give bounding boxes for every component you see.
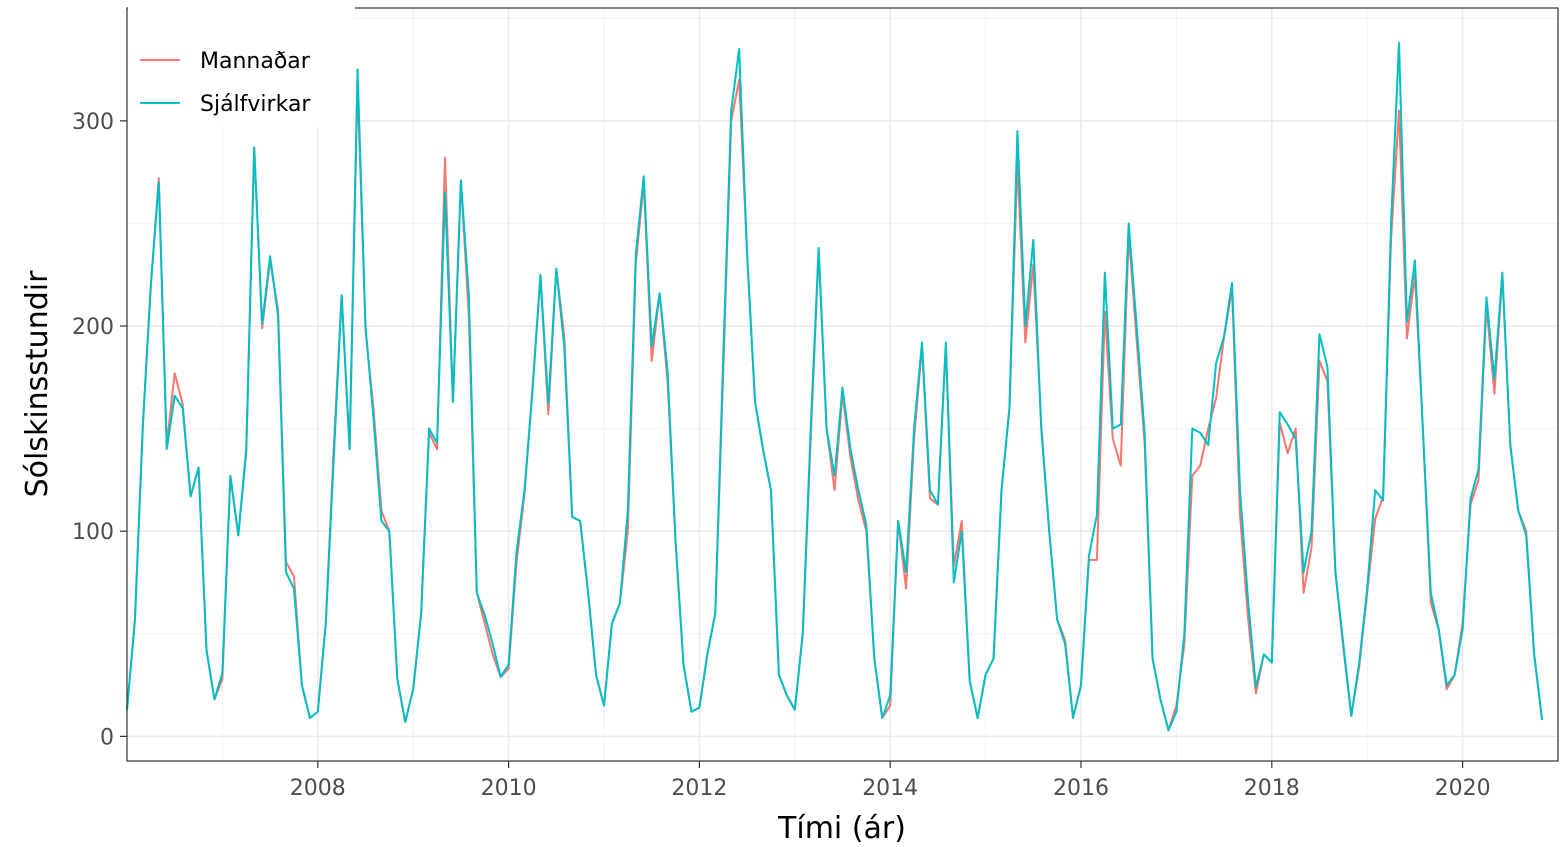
panel-background: [127, 8, 1558, 761]
panel-border: [126, 7, 1559, 762]
legend-label-mannadar: Mannaðar: [200, 49, 311, 74]
y-tick-label: 300: [72, 110, 114, 135]
x-tick-label: 2020: [1435, 776, 1491, 801]
x-tick-label: 2012: [671, 776, 727, 801]
y-tick-label: 100: [72, 520, 114, 545]
y-tick-label: 0: [100, 725, 114, 750]
axes: [120, 7, 1559, 768]
x-tick-label: 2010: [481, 776, 537, 801]
y-tick-label: 200: [72, 315, 114, 340]
x-tick-label: 2016: [1053, 776, 1109, 801]
legend-label-sjalfvirkar: Sjálfvirkar: [200, 92, 311, 117]
x-tick-label: 2008: [290, 776, 346, 801]
legend: Mannaðar Sjálfvirkar: [128, 5, 355, 127]
x-tick-labels: 2008 2010 2012 2014 2016 2018 2020: [290, 776, 1491, 801]
y-axis-title: Sólskinsstundir: [20, 270, 55, 498]
x-axis-title: Tími (ár): [777, 811, 906, 846]
x-tick-label: 2014: [862, 776, 918, 801]
x-tick-label: 2018: [1244, 776, 1300, 801]
y-tick-labels: 0 100 200 300: [72, 110, 114, 751]
series-line-1: [126, 41, 1544, 732]
legend-background: [128, 5, 355, 127]
series-layer: [126, 41, 1544, 732]
